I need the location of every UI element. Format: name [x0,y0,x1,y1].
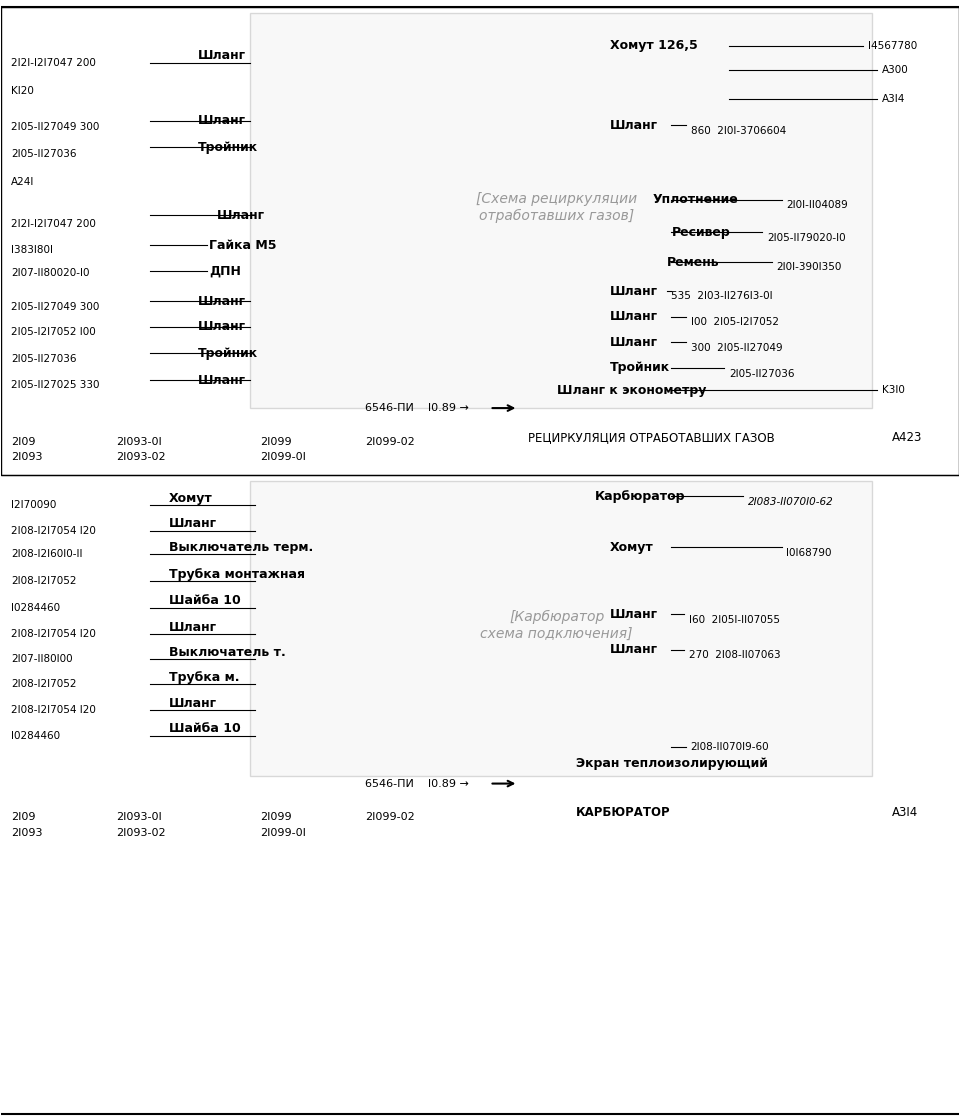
Text: Шайба 10: Шайба 10 [169,594,241,608]
Text: Шланг: Шланг [611,118,659,132]
Text: 2I093-0I: 2I093-0I [116,437,162,447]
Text: 2I07-II80020-I0: 2I07-II80020-I0 [11,268,89,278]
Text: 2I093-02: 2I093-02 [116,452,166,462]
Text: 535  2I03-II276I3-0I: 535 2I03-II276I3-0I [671,290,773,300]
Text: 2I05-II27036: 2I05-II27036 [11,149,77,159]
Text: Хомут 126,5: Хомут 126,5 [611,39,698,52]
Text: Карбюратор: Карбюратор [595,489,685,503]
Text: 2I05-II27049 300: 2I05-II27049 300 [11,302,99,312]
Text: 2I099: 2I099 [260,437,292,447]
Text: A423: A423 [892,430,922,443]
Text: РЕЦИРКУЛЯЦИЯ ОТРАБОТАВШИХ ГАЗОВ: РЕЦИРКУЛЯЦИЯ ОТРАБОТАВШИХ ГАЗОВ [528,430,775,443]
Text: Выключатель т.: Выключатель т. [169,646,286,659]
Text: Шланг: Шланг [611,311,659,323]
Text: Тройник: Тройник [198,141,257,154]
Text: 2I05-II79020-I0: 2I05-II79020-I0 [767,232,846,242]
Text: Шланг: Шланг [198,49,246,63]
Text: 2I0I-II04089: 2I0I-II04089 [786,200,848,210]
Text: 6546-ПИ    I0.89 →: 6546-ПИ I0.89 → [365,403,469,413]
Text: 2I08-I2I7054 I20: 2I08-I2I7054 I20 [11,629,96,639]
Text: 6546-ПИ    I0.89 →: 6546-ПИ I0.89 → [365,779,469,789]
Text: Шланг: Шланг [611,336,659,349]
Text: I2I70090: I2I70090 [11,500,57,510]
Text: 2I08-II070I9-60: 2I08-II070I9-60 [690,742,769,752]
Text: Шланг: Шланг [198,321,246,333]
Text: I0284460: I0284460 [11,731,60,741]
Text: Шланг: Шланг [217,209,265,222]
Text: 2I09: 2I09 [11,812,36,822]
Text: 2I093: 2I093 [11,828,42,838]
Text: KI20: KI20 [11,86,34,96]
Text: 2I093-02: 2I093-02 [116,828,166,838]
Text: [Схема рециркуляции
отработавших газов]: [Схема рециркуляции отработавших газов] [476,192,637,222]
Text: 860  2I0I-3706604: 860 2I0I-3706604 [690,125,786,135]
Text: 2I099-0I: 2I099-0I [260,828,305,838]
Text: КАРБЮРАТОР: КАРБЮРАТОР [576,806,670,819]
Text: Ресивер: Ресивер [671,226,731,239]
Text: Тройник: Тройник [198,347,257,360]
Text: 2I083-II070I0-62: 2I083-II070I0-62 [748,497,834,507]
Text: 2I2I-I2I7047 200: 2I2I-I2I7047 200 [11,219,96,229]
Text: A24I: A24I [11,176,35,187]
Text: I00  2I05-I2I7052: I00 2I05-I2I7052 [690,317,779,327]
Text: 2I093-0I: 2I093-0I [116,812,162,822]
Text: Ремень: Ремень [666,256,719,268]
Bar [251,12,873,408]
Text: 2I05-II27025 330: 2I05-II27025 330 [11,380,100,390]
Text: 2I05-II27036: 2I05-II27036 [11,354,77,364]
Text: I0I68790: I0I68790 [786,548,831,557]
Text: [Карбюратор
схема подключения]: [Карбюратор схема подключения] [480,610,633,640]
Text: 2I08-I2I7052: 2I08-I2I7052 [11,679,77,689]
Text: ДПН: ДПН [209,265,241,277]
Text: 2I05-II27036: 2I05-II27036 [729,369,794,379]
Text: 2I08-I2I7054 I20: 2I08-I2I7054 I20 [11,526,96,536]
Text: Шланг: Шланг [169,697,217,709]
Text: 2I08-I2I60I0-II: 2I08-I2I60I0-II [11,550,83,558]
Text: 2I08-I2I7054 I20: 2I08-I2I7054 I20 [11,705,96,715]
Text: A300: A300 [882,66,909,76]
Text: 2I099: 2I099 [260,812,292,822]
Text: 2I0I-390I350: 2I0I-390I350 [777,261,842,271]
Text: Шланг: Шланг [611,285,659,297]
Text: Трубка монтажная: Трубка монтажная [169,567,305,581]
Text: Шланг: Шланг [198,295,246,307]
Text: K3I0: K3I0 [882,385,905,395]
Text: Выключатель терм.: Выключатель терм. [169,541,313,554]
Text: Гайка М5: Гайка М5 [209,239,276,252]
Text: A3I4: A3I4 [882,95,905,105]
Text: 2I08-I2I7052: 2I08-I2I7052 [11,575,77,585]
Text: Шланг: Шланг [169,621,217,634]
Text: 2I099-02: 2I099-02 [365,812,415,822]
Text: 2I099-0I: 2I099-0I [260,452,305,462]
Text: Хомут: Хомут [169,491,213,505]
Bar [1,7,959,475]
Text: Хомут: Хомут [611,541,654,554]
Text: 270  2I08-II07063: 270 2I08-II07063 [688,650,780,660]
Text: 2I2I-I2I7047 200: 2I2I-I2I7047 200 [11,58,96,68]
Text: 2I09: 2I09 [11,437,36,447]
Text: Шланг: Шланг [169,517,217,531]
Text: Шланг: Шланг [611,608,659,621]
Text: Экран теплоизолирующий: Экран теплоизолирующий [576,757,768,770]
Text: 2I093: 2I093 [11,452,42,462]
Text: Тройник: Тройник [611,362,670,374]
Text: Шланг: Шланг [611,643,659,657]
Bar [251,480,873,776]
Text: 2I05-II27049 300: 2I05-II27049 300 [11,122,99,132]
Text: Шайба 10: Шайба 10 [169,723,241,735]
Text: I0284460: I0284460 [11,602,60,612]
Text: Уплотнение: Уплотнение [652,193,738,207]
Text: Трубка м.: Трубка м. [169,671,239,685]
Text: 2I05-I2I7052 I00: 2I05-I2I7052 I00 [11,327,96,337]
Text: I383I80I: I383I80I [11,245,53,255]
Text: Шланг: Шланг [198,114,246,127]
Text: 2I07-II80I00: 2I07-II80I00 [11,653,73,663]
Text: A3I4: A3I4 [892,806,918,819]
Text: Шланг: Шланг [198,374,246,386]
Text: 2I099-02: 2I099-02 [365,437,415,447]
Text: I60  2I05I-II07055: I60 2I05I-II07055 [688,614,780,624]
Text: Шланг к эконометру: Шланг к эконометру [557,384,706,397]
Text: I4567780: I4567780 [868,41,917,51]
Text: 300  2I05-II27049: 300 2I05-II27049 [690,343,782,353]
